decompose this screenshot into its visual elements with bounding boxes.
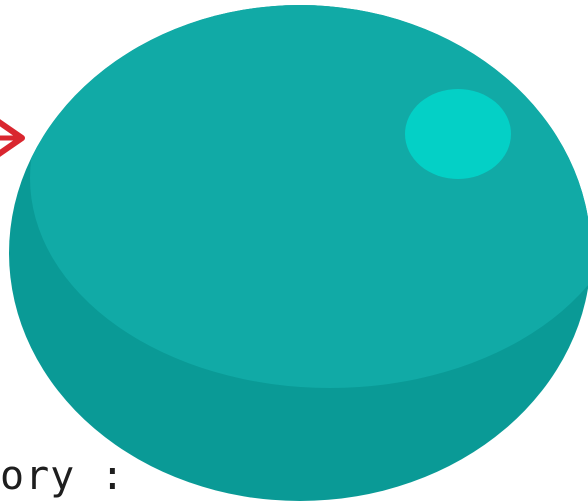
- sphere-highlight: [405, 89, 511, 179]
- teal-sphere: [9, 5, 588, 501]
- caption-text: ory :: [0, 453, 126, 499]
- red-arrow-icon: [0, 119, 25, 157]
